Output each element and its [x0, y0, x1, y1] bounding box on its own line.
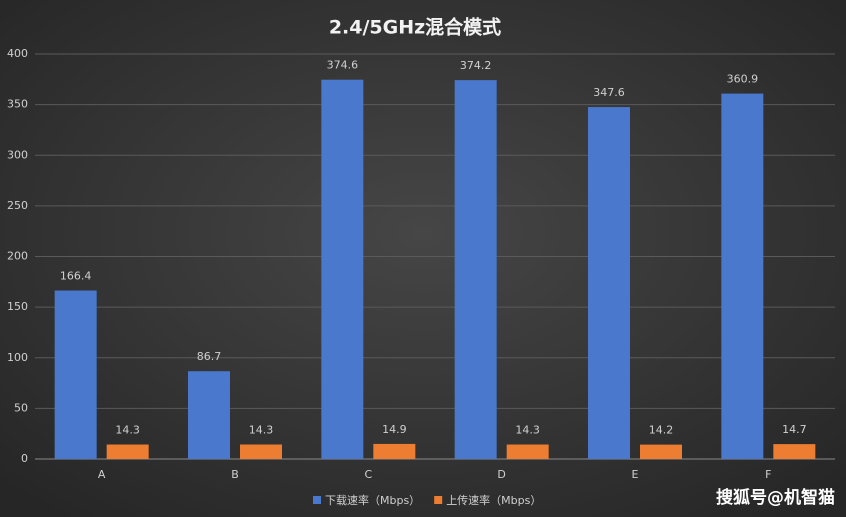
bar	[454, 80, 497, 459]
watermark: 搜狐号@机智猫	[716, 487, 835, 508]
data-label: 14.3	[115, 424, 140, 437]
y-tick-label: 250	[7, 199, 28, 212]
bar	[721, 93, 764, 460]
legend-label: 上传速率（Mbps）	[446, 493, 541, 507]
legend-swatch	[313, 496, 321, 504]
data-label: 14.3	[249, 424, 274, 437]
bar	[188, 371, 230, 459]
data-label: 374.2	[460, 59, 492, 72]
data-label: 14.2	[649, 424, 674, 437]
x-tick-label: C	[364, 468, 372, 481]
y-tick-label: 300	[7, 148, 28, 161]
y-tick-label: 200	[7, 250, 28, 263]
y-tick-label: 150	[7, 300, 28, 313]
data-label: 360.9	[727, 73, 759, 86]
bar	[54, 290, 97, 459]
x-tick-label: D	[497, 468, 505, 481]
bar	[106, 444, 149, 459]
legend-label: 下载速率（Mbps）	[325, 493, 420, 507]
y-tick-label: 0	[21, 452, 28, 465]
data-label: 166.4	[60, 270, 92, 283]
data-label: 14.7	[782, 423, 807, 436]
bar	[240, 444, 282, 459]
data-label: 347.6	[593, 86, 625, 99]
x-tick-label: F	[765, 468, 771, 481]
bar	[373, 443, 416, 459]
x-tick-label: E	[632, 468, 639, 481]
y-tick-label: 50	[14, 401, 28, 414]
bar	[640, 444, 682, 459]
data-label: 14.9	[382, 423, 407, 436]
data-label: 14.3	[515, 424, 540, 437]
y-tick-label: 400	[7, 47, 28, 60]
data-label: 86.7	[197, 350, 222, 363]
bar	[588, 107, 630, 460]
legend-swatch	[434, 496, 443, 504]
bar	[506, 444, 549, 459]
bar	[321, 79, 364, 459]
x-tick-label: B	[231, 468, 239, 481]
chart-title: 2.4/5GHz混合模式	[329, 16, 501, 39]
y-tick-label: 350	[7, 98, 28, 111]
bar	[773, 444, 816, 459]
data-label: 374.6	[327, 59, 359, 72]
x-tick-label: A	[98, 468, 106, 481]
y-tick-label: 100	[7, 351, 28, 364]
